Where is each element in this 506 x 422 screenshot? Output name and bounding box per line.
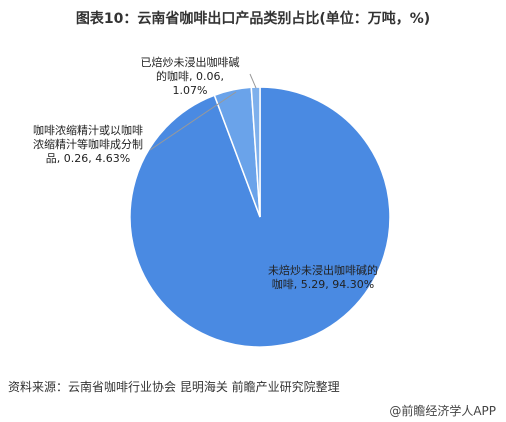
data-label: 咖啡浓缩精汁或以咖啡浓缩精汁等咖啡成分制品, 0.26, 4.63% <box>33 124 143 165</box>
leader-line <box>249 73 257 89</box>
credit: @前瞻经济学人APP <box>389 404 496 418</box>
leader-line <box>149 91 237 151</box>
pie-slice <box>129 86 391 348</box>
source-note: 资料来源：云南省咖啡行业协会 昆明海关 前瞻产业研究院整理 <box>8 380 340 394</box>
chart-title: 图表10：云南省咖啡出口产品类别占比(单位：万吨，%) <box>75 11 431 27</box>
data-label: 已焙炒未浸出咖啡碱的咖啡, 0.06, 1.07% <box>140 56 240 97</box>
data-label: 未焙炒未浸出咖啡碱的咖啡, 5.29, 94.30% <box>268 264 378 291</box>
